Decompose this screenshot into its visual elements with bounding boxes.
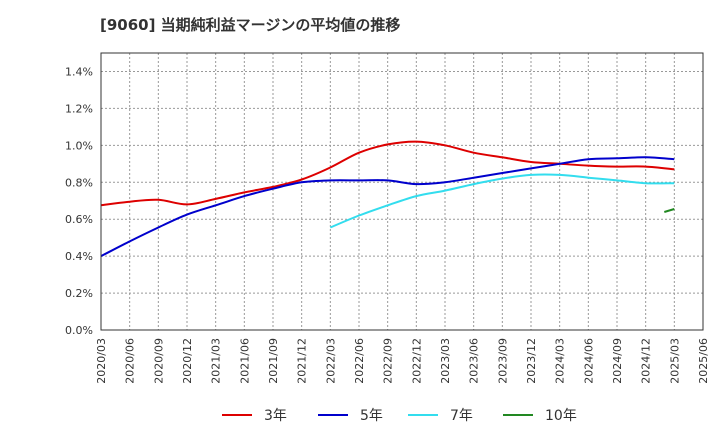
x-tick-label: 2024/12: [640, 338, 653, 384]
y-tick-label: 0.6%: [65, 213, 93, 226]
legend-label-1: 5年: [360, 408, 383, 424]
plot-frame: [100, 52, 704, 331]
series-line-3: [664, 208, 675, 213]
x-tick-label: 2022/06: [353, 338, 366, 384]
y-tick-label: 0.0%: [65, 324, 93, 337]
y-tick-label: 1.4%: [65, 65, 93, 78]
x-axis-ticks: 2020/03 2020/06 2020/09 2020/12 2021/03 2021/…: [95, 338, 710, 384]
x-tick-label: 2021/09: [267, 338, 280, 384]
x-tick-label: 2021/06: [238, 338, 251, 384]
x-tick-label: 2020/06: [124, 338, 137, 384]
series-line-0: [100, 140, 675, 207]
legend-label-2: 7年: [450, 408, 473, 424]
x-tick-label: 2022/12: [410, 338, 423, 384]
y-tick-label: 1.0%: [65, 139, 93, 152]
x-tick-label: 2023/09: [496, 338, 509, 384]
x-tick-label: 2023/06: [468, 338, 481, 384]
x-tick-label: 2020/12: [181, 338, 194, 384]
x-tick-label: 2024/06: [582, 338, 595, 384]
x-tick-label: 2023/03: [439, 338, 452, 384]
x-tick-label: 2022/09: [382, 338, 395, 384]
series-line-2: [329, 173, 675, 229]
plot-background: [101, 53, 703, 330]
legend-label-3: 10年: [545, 408, 577, 424]
x-tick-label: 2020/09: [152, 338, 165, 384]
series-lines: [100, 140, 675, 257]
x-tick-label: 2020/03: [95, 338, 108, 384]
x-tick-label: 2024/09: [611, 338, 624, 384]
x-tick-label: 2022/03: [324, 338, 337, 384]
x-tick-label: 2024/03: [554, 338, 567, 384]
x-tick-label: 2025/06: [697, 338, 710, 384]
x-tick-label: 2025/03: [668, 338, 681, 384]
y-tick-label: 0.8%: [65, 176, 93, 189]
chart-title: [9060] 当期純利益マージンの平均値の推移: [100, 16, 401, 34]
series-line-1: [100, 156, 675, 257]
y-tick-label: 0.4%: [65, 250, 93, 263]
y-tick-label: 1.2%: [65, 102, 93, 115]
y-tick-label: 0.2%: [65, 287, 93, 300]
x-tick-label: 2021/03: [210, 338, 223, 384]
y-axis-ticks: 0.0% 0.2% 0.4% 0.6% 0.8% 1.0% 1.2% 1.4%: [65, 65, 93, 337]
legend-label-0: 3年: [264, 408, 287, 424]
x-tick-label: 2023/12: [525, 338, 538, 384]
legend: 3年 5年 7年 10年: [222, 408, 577, 424]
x-tick-label: 2021/12: [296, 338, 309, 384]
